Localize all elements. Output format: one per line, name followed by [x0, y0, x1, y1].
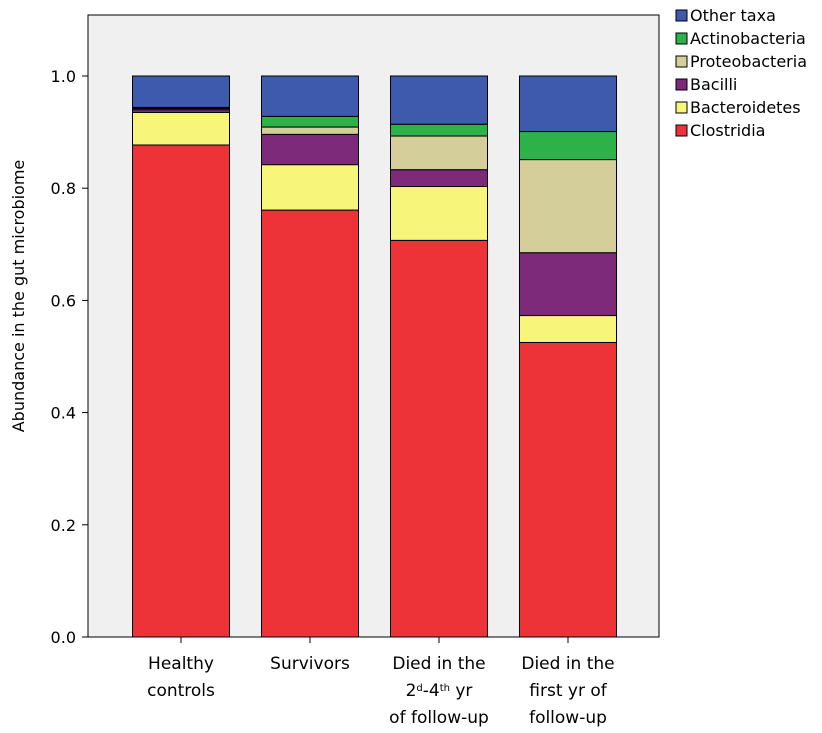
bars-group: [132, 75, 617, 638]
y-tick-label: 1.0: [51, 67, 76, 86]
x-axis: Healthy controls Survivors Died in the 2d-4t…: [147, 637, 615, 728]
legend-swatch: [675, 124, 688, 137]
y-tick-label: 0.0: [51, 628, 76, 647]
bar-segment-bacteroidetes: [390, 186, 488, 241]
y-axis: 0.0 0.2 0.4 0.6 0.8 1.0: [51, 67, 88, 647]
bar-segment-clostridia: [519, 341, 617, 638]
legend: Other taxa Actinobacteria Proteobacteria Ba…: [675, 6, 807, 140]
legend-label: Bacilli: [690, 75, 737, 94]
legend-swatch: [675, 78, 688, 91]
x-category-label: controls: [147, 681, 215, 701]
y-tick-label: 0.4: [51, 404, 76, 423]
bar-segment-actinobacteria: [390, 123, 488, 137]
legend-label: Actinobacteria: [690, 29, 806, 48]
x-category-label: first yr of: [529, 681, 607, 701]
y-tick-label: 0.2: [51, 516, 76, 535]
bar-segment-clostridia: [261, 209, 359, 638]
bar-segment-bacilli: [519, 252, 617, 317]
bar-segment-clostridia: [390, 239, 488, 638]
bar-segment-bacteroidetes: [519, 315, 617, 343]
bar-segment-bacilli: [261, 133, 359, 166]
legend-label: Bacteroidetes: [690, 98, 801, 117]
bar-segment-other-taxa: [519, 75, 617, 133]
x-category-label: 2d-4th yr: [406, 681, 473, 701]
legend-label: Clostridia: [690, 121, 765, 140]
bar-segment-proteobacteria: [390, 135, 488, 171]
bar-segment-other-taxa: [132, 75, 230, 108]
x-category-label: Died in the: [521, 654, 614, 674]
bar-segment-proteobacteria: [519, 159, 617, 254]
bar-segment-clostridia: [132, 144, 230, 638]
legend-swatch: [675, 32, 688, 45]
legend-swatch: [675, 9, 688, 22]
x-category-label: follow-up: [529, 708, 607, 728]
x-category-label: of follow-up: [389, 708, 489, 728]
x-category-label: Died in the: [392, 654, 485, 674]
y-axis-label: Abundance in the gut microbiome: [9, 160, 28, 433]
y-tick-label: 0.6: [51, 291, 76, 310]
legend-swatch: [675, 55, 688, 68]
legend-label: Other taxa: [690, 6, 776, 25]
x-category-label: Healthy: [148, 654, 214, 674]
bar-segment-other-taxa: [390, 75, 488, 125]
bar-segment-bacteroidetes: [261, 164, 359, 211]
x-category-label: Survivors: [270, 654, 350, 674]
bar-segment-bacilli: [390, 169, 488, 188]
bar-segment-actinobacteria: [519, 131, 617, 161]
bar-segment-bacteroidetes: [132, 111, 230, 146]
legend-swatch: [675, 101, 688, 114]
y-tick-label: 0.8: [51, 179, 76, 198]
bar-segment-other-taxa: [261, 75, 359, 117]
legend-label: Proteobacteria: [690, 52, 807, 71]
bar-segment-actinobacteria: [261, 115, 359, 128]
bar-segment-proteobacteria: [261, 126, 359, 135]
